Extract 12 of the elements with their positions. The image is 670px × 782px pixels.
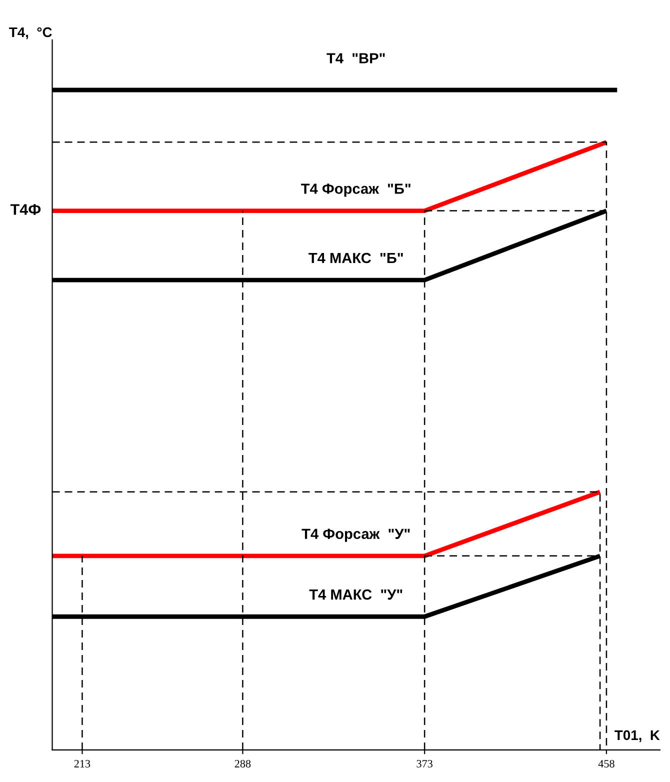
series-label: T4 Форсаж "У" [302,528,410,542]
x-axis-title: T01, K [614,730,660,742]
annotation: T4Ф [10,204,41,215]
x-tick-label: 213 [74,760,90,768]
y-axis-title: T4, °C [9,27,52,40]
series-label: T4 Форсаж "Б" [301,184,410,197]
series-label: T4 МАКС "У" [309,589,402,600]
x-tick-label: 288 [234,760,251,768]
series-label: T4 МАКС "Б" [308,252,403,264]
x-tick-label: 373 [416,760,432,768]
series-label: T4 "ВР" [326,53,385,64]
x-tick-label: 458 [598,760,614,768]
